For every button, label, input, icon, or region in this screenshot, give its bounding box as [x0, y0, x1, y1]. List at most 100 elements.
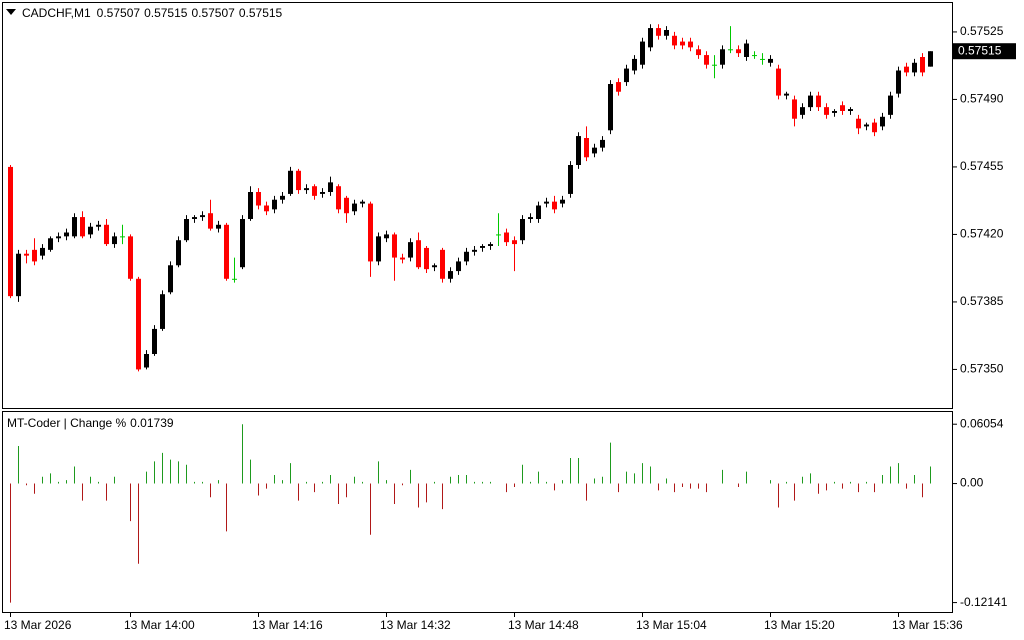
candle-body: [648, 28, 653, 48]
candle-body: [808, 95, 813, 108]
candle-body: [680, 41, 685, 46]
x-tick-label: 13 Mar 14:16: [252, 618, 323, 632]
candle-body: [120, 236, 125, 238]
candle-body: [352, 203, 357, 212]
candle-body: [848, 109, 853, 111]
y-tick-label: 0.57385: [960, 294, 1004, 308]
candle-body: [720, 49, 725, 65]
candle-body: [504, 232, 509, 243]
candle-body: [872, 122, 877, 133]
candle-body: [104, 224, 109, 245]
candle-body: [912, 62, 917, 73]
candle-body: [272, 199, 277, 210]
candle-body: [656, 28, 661, 36]
candle-body: [344, 197, 349, 214]
candle-body: [784, 93, 789, 96]
candle-body: [824, 107, 829, 115]
candle-body: [488, 244, 493, 246]
indicator-title: MT-Coder | Change %: [7, 416, 126, 430]
candle-body: [792, 99, 797, 119]
candle-body: [280, 195, 285, 200]
candle-body: [200, 215, 205, 218]
candle-body: [744, 43, 749, 57]
candle-body: [688, 41, 693, 48]
candle-body: [80, 217, 85, 237]
candle-body: [600, 139, 605, 148]
candle-body: [184, 219, 189, 241]
candle-body: [512, 240, 517, 245]
candle-body: [472, 249, 477, 252]
candle-body: [368, 203, 373, 262]
candle-body: [248, 192, 253, 219]
candle-body: [616, 82, 621, 92]
candle-body: [728, 49, 733, 51]
y-tick-label: 0.57525: [960, 24, 1004, 38]
candle-body: [152, 328, 157, 354]
candle-body: [136, 278, 141, 370]
candle-body: [752, 55, 757, 57]
chart-title: CADCHF,M1: [22, 6, 91, 20]
candle-body: [296, 170, 301, 191]
candle-body: [40, 247, 45, 256]
candle-body: [408, 242, 413, 258]
y-tick-label: 0.57420: [960, 227, 1004, 241]
candle-body: [552, 201, 557, 210]
header-low: 0.57507: [191, 6, 235, 20]
candle-body: [168, 265, 173, 293]
candle-body: [384, 234, 389, 239]
x-tick-label: 13 Mar 15:20: [764, 618, 835, 632]
candle-body: [608, 84, 613, 131]
candle-body: [856, 118, 861, 129]
y-tick-label: 0.57350: [960, 362, 1004, 376]
indicator-header: MT-Coder | Change % 0.01739: [7, 416, 174, 430]
candle-body: [264, 205, 269, 212]
candle-body: [904, 66, 909, 73]
candle-body: [392, 234, 397, 258]
candle-body: [760, 58, 765, 60]
x-tick-label: 13 Mar 14:00: [124, 618, 195, 632]
candle-body: [576, 136, 581, 165]
current-price-box: [953, 43, 1016, 60]
candle-body: [432, 265, 437, 268]
x-tick-label: 13 Mar 15:04: [636, 618, 707, 632]
menu-triangle: [6, 9, 16, 15]
candle-body: [832, 111, 837, 113]
candle-body: [240, 219, 245, 268]
candle-body: [928, 51, 933, 67]
candle-body: [72, 217, 77, 237]
candle-body: [888, 95, 893, 115]
candle-body: [768, 58, 773, 63]
x-tick-label: 13 Mar 15:36: [892, 618, 963, 632]
header-high: 0.57515: [144, 6, 188, 20]
candle-body: [144, 354, 149, 368]
candle-body: [216, 224, 221, 229]
header-open: 0.57507: [97, 6, 141, 20]
candle-body: [32, 249, 37, 262]
candle-body: [424, 247, 429, 270]
y-tick-label: 0.57490: [960, 92, 1004, 106]
indicator-value: 0.01739: [130, 416, 174, 430]
candle-body: [160, 294, 165, 329]
candle-body: [128, 236, 133, 279]
candle-body: [288, 170, 293, 194]
candle-body: [672, 35, 677, 46]
candle-body: [736, 49, 741, 54]
candle-body: [24, 253, 29, 256]
candle-body: [360, 201, 365, 204]
candle-body: [592, 147, 597, 154]
candle-body: [16, 253, 21, 297]
chart-header: CADCHF,M1 0.57507 0.57515 0.57507 0.57515: [22, 6, 283, 20]
candle-body: [464, 251, 469, 262]
candle-body: [8, 166, 13, 297]
candle-body: [776, 68, 781, 96]
candle-body: [480, 246, 485, 248]
candle-body: [696, 49, 701, 56]
candle-body: [112, 236, 117, 245]
candle-body: [48, 238, 53, 250]
candle-body: [176, 240, 181, 266]
candle-body: [416, 240, 421, 268]
candle-body: [328, 182, 333, 192]
y-tick-label: -0.12141: [960, 595, 1008, 609]
candle-body: [232, 278, 237, 280]
candle-body: [56, 236, 61, 239]
